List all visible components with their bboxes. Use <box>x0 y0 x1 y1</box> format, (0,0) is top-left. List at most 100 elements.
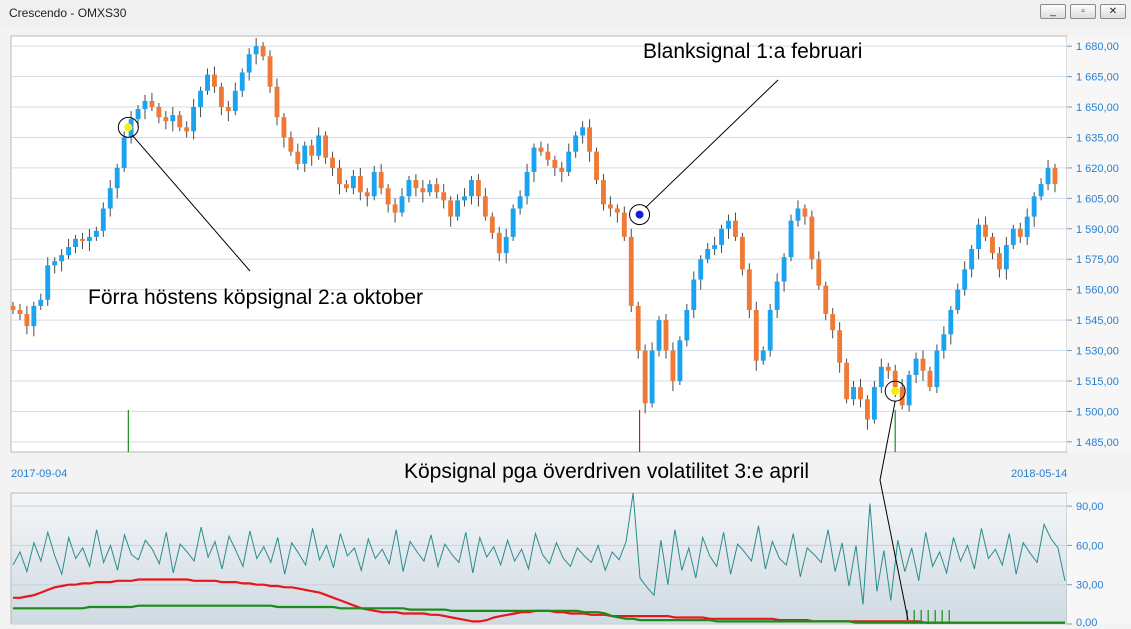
candle <box>781 257 787 282</box>
candle <box>357 176 363 193</box>
candle <box>503 236 509 254</box>
price-tick-label: 1 575,00 <box>1076 254 1119 266</box>
leader-line-february <box>645 79 779 208</box>
price-tick-label: 1 530,00 <box>1076 346 1119 358</box>
candle <box>746 269 752 310</box>
candle <box>323 135 329 158</box>
candle <box>642 350 648 404</box>
price-tick-label: 1 650,00 <box>1076 102 1119 114</box>
end-date-label: 2018-05-14 <box>1011 468 1068 480</box>
buy-signal-marker <box>891 387 900 396</box>
candle <box>934 350 940 388</box>
candle <box>212 74 217 87</box>
candle <box>482 196 488 217</box>
candle <box>621 212 627 237</box>
candle <box>100 208 106 231</box>
candle <box>413 180 419 189</box>
maximize-button[interactable]: ▫ <box>1070 4 1096 19</box>
candle <box>17 309 23 315</box>
candle <box>170 115 176 122</box>
candle <box>225 107 231 112</box>
indicator-plot-area <box>10 492 1068 625</box>
candle <box>552 159 558 168</box>
candle <box>580 127 586 136</box>
candle <box>691 279 697 310</box>
candle <box>983 224 988 237</box>
candle <box>80 238 85 241</box>
candle <box>427 184 433 193</box>
candle <box>107 188 113 209</box>
price-plot-area <box>10 35 1068 453</box>
price-tick-label: 1 545,00 <box>1076 315 1119 327</box>
candle <box>976 224 982 250</box>
price-y-axis <box>1067 36 1131 452</box>
candle <box>788 220 794 258</box>
price-chart: 1 485,00 1 500,00 1 515,00 1 530,00 1 545,00… <box>10 35 1131 453</box>
candle <box>399 196 405 213</box>
candle <box>45 265 51 300</box>
close-button[interactable]: ✕ <box>1100 4 1126 19</box>
candle <box>510 208 516 237</box>
candle <box>260 46 266 57</box>
candle <box>198 90 203 108</box>
candle <box>274 86 280 118</box>
candle <box>288 137 294 152</box>
candle <box>705 249 711 260</box>
candle <box>114 167 120 189</box>
candle <box>1003 245 1009 270</box>
candle <box>1052 167 1058 185</box>
minimize-button[interactable]: _ <box>1040 4 1066 19</box>
candle <box>670 350 676 381</box>
candle <box>816 259 822 286</box>
candle <box>739 236 745 270</box>
candle <box>10 305 16 310</box>
candle <box>649 350 655 404</box>
candle <box>316 135 322 156</box>
candle <box>990 236 995 254</box>
candle <box>191 107 197 132</box>
candle <box>420 188 426 193</box>
candle <box>559 167 565 172</box>
buy-signal-marker <box>124 123 133 132</box>
candle <box>218 86 224 108</box>
candle <box>712 245 718 250</box>
candle <box>135 109 141 120</box>
candle <box>698 259 704 280</box>
candle <box>205 74 210 91</box>
candle <box>656 320 662 351</box>
candle <box>684 309 690 341</box>
candle <box>865 399 870 420</box>
price-tick-label: 1 665,00 <box>1076 72 1119 84</box>
candle <box>441 192 447 201</box>
candle <box>455 200 461 217</box>
candle <box>962 269 968 290</box>
candle <box>496 232 502 254</box>
candle <box>38 299 44 306</box>
candle <box>309 145 315 156</box>
start-date-label: 2017-09-04 <box>11 468 68 480</box>
candle <box>760 350 766 361</box>
candle <box>885 366 891 371</box>
candle <box>434 184 440 193</box>
candle <box>566 151 572 172</box>
candle <box>844 362 850 400</box>
candle <box>899 387 905 406</box>
candle <box>267 56 273 87</box>
candle <box>253 46 259 55</box>
candle <box>1010 228 1016 246</box>
candle <box>892 370 898 388</box>
price-tick-label: 1 635,00 <box>1076 132 1119 144</box>
candle <box>344 184 349 189</box>
candle <box>601 180 606 205</box>
candle <box>385 188 391 205</box>
candle <box>906 374 912 406</box>
signal-circle <box>117 116 139 138</box>
candle <box>733 220 738 237</box>
candle <box>163 117 169 122</box>
candle <box>830 314 836 331</box>
candle <box>469 180 474 197</box>
candle <box>927 370 933 388</box>
candle <box>1024 216 1030 237</box>
candle <box>663 320 669 351</box>
candle <box>330 157 335 168</box>
